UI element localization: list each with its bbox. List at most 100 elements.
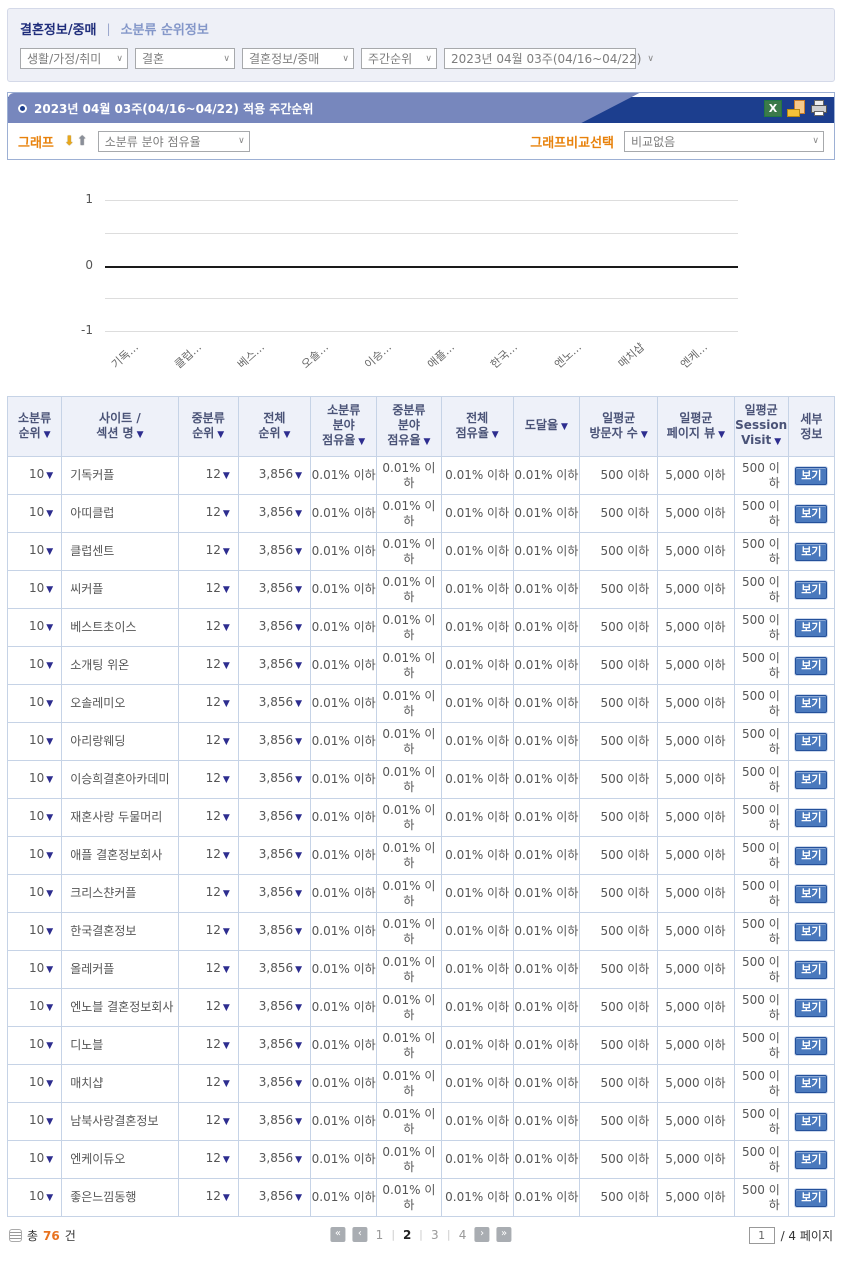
detail-view-button[interactable]: 보기 [795, 732, 828, 751]
column-header-10[interactable]: 일평균 Session Visit ▼ [733, 396, 789, 457]
column-header-5[interactable]: 중분류 분야 점유율 ▼ [376, 396, 442, 457]
pagination-prev-button[interactable]: ‹ [352, 1227, 368, 1242]
rank-change-icon: ▼ [46, 1079, 54, 1089]
x-axis-label: 애플… [425, 340, 458, 372]
detail-view-button[interactable]: 보기 [795, 1036, 828, 1055]
excel-export-icon[interactable]: X [764, 100, 782, 117]
cell-avg-visitors: 500 이하 [578, 684, 659, 723]
column-header-4[interactable]: 소분류 분야 점유율 ▼ [310, 396, 378, 457]
cell-avg-visitors: 500 이하 [578, 494, 659, 533]
subcategory-select[interactable]: 결혼 ∨ [135, 48, 235, 69]
detail-view-button[interactable]: 보기 [795, 466, 828, 485]
pagination-page-1[interactable]: 1 [375, 1227, 384, 1242]
rank-change-icon: ▼ [222, 775, 230, 785]
rank-change-icon: ▼ [295, 965, 303, 975]
share-chart: 1 0 -1 기독… 클럽… 베스… 오솔… 이승… 애플… 한국… 엔노… 매치샵 엔케… [7, 168, 835, 390]
column-header-1[interactable]: 사이트 / 섹션 명 ▼ [61, 396, 179, 457]
cell-reach: 0.01% 이하 [512, 494, 581, 533]
x-axis-label: 한국… [488, 340, 521, 372]
column-header-8[interactable]: 일평균 방문자 수 ▼ [578, 396, 659, 457]
rank-change-icon: ▼ [46, 927, 54, 937]
column-header-6[interactable]: 전체 점유율 ▼ [440, 396, 514, 457]
column-header-label: 일평균 페이지 뷰 [666, 410, 716, 440]
detail-view-button[interactable]: 보기 [795, 808, 828, 827]
cell-avg-visitors: 500 이하 [578, 912, 659, 951]
email-icon[interactable] [787, 100, 805, 117]
period-type-select[interactable]: 주간순위 ∨ [361, 48, 437, 69]
detail-view-button[interactable]: 보기 [795, 542, 828, 561]
cell-subcategory-share: 0.01% 이하 [310, 532, 378, 571]
detail-view-button[interactable]: 보기 [795, 770, 828, 789]
detail-view-button[interactable]: 보기 [795, 884, 828, 903]
detail-category-select[interactable]: 결혼정보/중매 ∨ [242, 48, 354, 69]
detail-view-button[interactable]: 보기 [795, 998, 828, 1017]
page-input[interactable] [748, 1227, 775, 1244]
detail-view-button[interactable]: 보기 [795, 1112, 828, 1131]
cell-total-share: 0.01% 이하 [440, 1026, 514, 1065]
arrow-up-icon[interactable]: ⬆ [76, 133, 90, 149]
column-header-11: 세부 정보 [787, 396, 836, 457]
column-header-7[interactable]: 도달율 ▼ [512, 396, 581, 457]
pagination-page-2[interactable]: 2 [402, 1227, 412, 1242]
column-header-0[interactable]: 소분류 순위 ▼ [6, 396, 63, 457]
column-header-label: 소분류 순위 [18, 410, 52, 440]
detail-view-button[interactable]: 보기 [795, 656, 828, 675]
title-separator: | [106, 21, 111, 36]
cell-subcategory-rank: 10 ▼ [6, 570, 63, 609]
cell-midcategory-share: 0.01% 이하 [376, 1140, 442, 1179]
rank-change-icon: ▼ [46, 737, 54, 747]
graph-compare-select-value: 비교없음 [631, 134, 676, 149]
detail-view-button[interactable]: 보기 [795, 960, 828, 979]
arrow-down-icon[interactable]: ⬇ [63, 133, 77, 149]
cell-subcategory-share: 0.01% 이하 [310, 456, 378, 495]
detail-view-button[interactable]: 보기 [795, 618, 828, 637]
cell-total-rank: 3,856 ▼ [237, 1064, 312, 1103]
rank-change-icon: ▼ [222, 851, 230, 861]
graph-compare-select[interactable]: 비교없음 ∨ [624, 130, 824, 152]
cell-avg-visitors: 500 이하 [578, 1064, 659, 1103]
table-row: 10 ▼ 아띠클럽 12 ▼ 3,856 ▼ 0.01% 이하 0.01% 이하 0.01% 이하… [6, 494, 836, 533]
cell-midcategory-share: 0.01% 이하 [376, 646, 442, 685]
category-select[interactable]: 생활/가정/취미 ∨ [20, 48, 128, 69]
column-header-9[interactable]: 일평균 페이지 뷰 ▼ [657, 396, 735, 457]
week-select[interactable]: 2023년 04월 03주(04/16~04/22) ∨ [444, 48, 654, 69]
detail-view-button[interactable]: 보기 [795, 1188, 828, 1207]
cell-total-rank: 3,856 ▼ [237, 1026, 312, 1065]
column-header-label: 세부 정보 [800, 411, 823, 441]
cell-avg-session: 500 이하 [733, 1064, 789, 1103]
zero-gridline [105, 266, 738, 268]
pagination-separator: | [446, 1228, 451, 1241]
cell-total-share: 0.01% 이하 [440, 836, 514, 875]
detail-view-button[interactable]: 보기 [795, 922, 828, 941]
cell-reach: 0.01% 이하 [512, 646, 581, 685]
subcategory-rank-info-link[interactable]: 소분류 순위정보 [120, 23, 209, 38]
cell-avg-pageviews: 5,000 이하 [657, 874, 735, 913]
graph-type-select[interactable]: 소분류 분야 점유율 ∨ [97, 130, 250, 152]
detail-view-button[interactable]: 보기 [795, 694, 828, 713]
detail-view-button[interactable]: 보기 [795, 1074, 828, 1093]
detail-view-button[interactable]: 보기 [795, 1150, 828, 1169]
print-icon[interactable] [810, 100, 828, 117]
detail-view-button[interactable]: 보기 [795, 580, 828, 599]
sort-arrow-icon: ▼ [136, 429, 144, 440]
cell-avg-pageviews: 5,000 이하 [657, 836, 735, 875]
cell-site-name: 올레커플 [61, 950, 179, 989]
cell-detail: 보기 [787, 532, 836, 571]
cell-site-name: 아띠클럽 [61, 494, 179, 533]
graph-compare-group: 그래프비교선택 비교없음 ∨ [530, 130, 824, 152]
cell-reach: 0.01% 이하 [512, 1140, 581, 1179]
cell-midcategory-rank: 12 ▼ [177, 988, 239, 1027]
detail-view-button[interactable]: 보기 [795, 504, 828, 523]
detail-view-button[interactable]: 보기 [795, 846, 828, 865]
pagination-page-4[interactable]: 4 [458, 1227, 467, 1242]
cell-avg-pageviews: 5,000 이하 [657, 494, 735, 533]
pagination-first-button[interactable]: « [330, 1227, 346, 1242]
table-row: 10 ▼ 오솔레미오 12 ▼ 3,856 ▼ 0.01% 이하 0.01% 이하 0.01% 이… [6, 684, 836, 723]
column-header-2[interactable]: 중분류 순위 ▼ [177, 396, 239, 457]
pagination-page-3[interactable]: 3 [431, 1227, 439, 1242]
rank-change-icon: ▼ [46, 1155, 54, 1165]
column-header-3[interactable]: 전체 순위 ▼ [237, 396, 312, 457]
pagination-last-button[interactable]: » [496, 1227, 512, 1242]
pagination-next-button[interactable]: › [474, 1227, 490, 1242]
x-axis-label: 엔케… [678, 340, 711, 372]
